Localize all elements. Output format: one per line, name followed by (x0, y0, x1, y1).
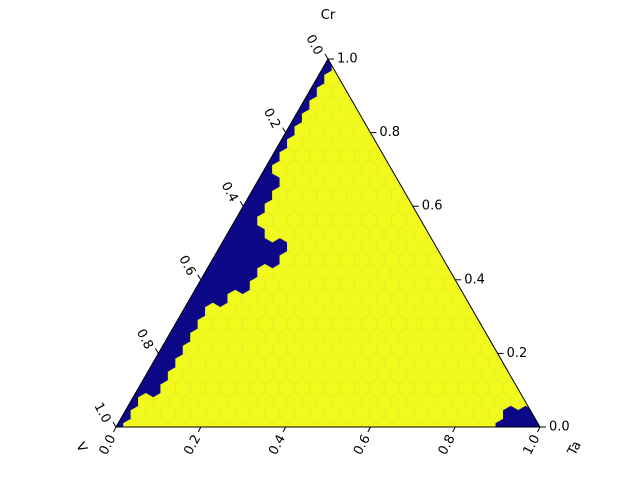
ta-tick-label: 0.6 (351, 432, 374, 457)
v-tick (197, 274, 202, 281)
ta-tick (452, 426, 456, 433)
v-tick (112, 421, 117, 428)
hexbin-layer (116, 59, 540, 427)
ta-tick (282, 426, 287, 433)
cr-tick-label: 1.0 (337, 52, 358, 67)
v-tick-label: 0.8 (133, 327, 156, 352)
v-tick-label: 0.4 (218, 180, 241, 205)
axis-label-cr: Cr (321, 8, 336, 23)
cr-tick-label: 0.2 (507, 346, 528, 361)
cr-tick-label: 0.6 (422, 199, 443, 214)
ta-tick-label: 0.4 (266, 432, 289, 457)
cr-tick-label: 0.8 (379, 125, 400, 140)
axis-label-v: V (72, 440, 89, 455)
ta-tick (197, 426, 202, 433)
v-tick (282, 127, 287, 133)
v-tick-label: 1.0 (91, 400, 114, 425)
v-tick (154, 348, 159, 354)
ta-tick-label: 0.2 (181, 432, 204, 457)
ta-tick (537, 426, 541, 433)
ta-tick-label: 1.0 (521, 432, 544, 457)
ta-tick-label: 0.8 (436, 432, 459, 457)
v-tick (324, 53, 329, 60)
axis-label-ta: Ta (565, 439, 585, 459)
triangle-frame (115, 57, 541, 428)
cr-tick-label: 0.0 (549, 420, 570, 435)
v-tick (239, 200, 244, 207)
v-tick-label: 0.6 (175, 253, 198, 278)
ta-tick-label: 0.0 (97, 432, 120, 457)
ta-tick (113, 426, 117, 433)
v-tick-label: 0.0 (303, 32, 326, 57)
v-tick-label: 0.2 (260, 106, 283, 131)
cr-tick-label: 0.4 (464, 272, 485, 287)
ta-tick (367, 426, 371, 433)
